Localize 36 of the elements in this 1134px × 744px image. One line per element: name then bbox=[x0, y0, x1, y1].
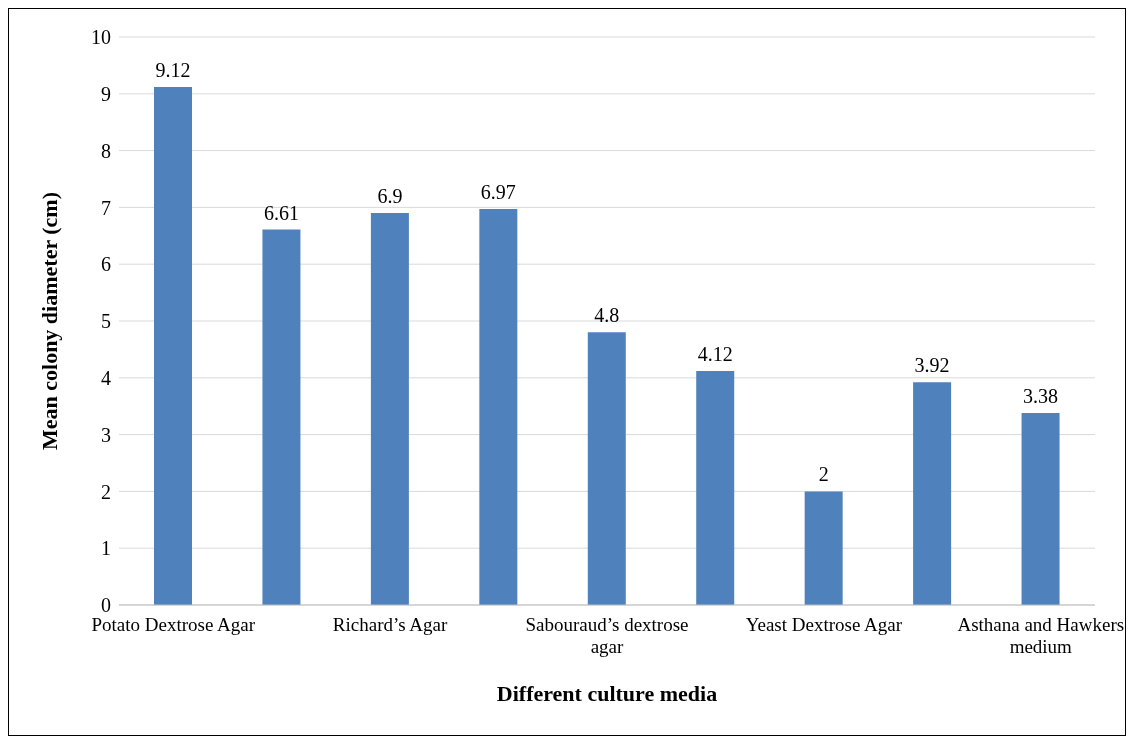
y-tick-label: 8 bbox=[101, 139, 111, 162]
data-label: 6.9 bbox=[377, 185, 403, 208]
x-tick-label: Yeast Dextrose Agar bbox=[745, 614, 903, 635]
data-label: 3.38 bbox=[1023, 385, 1059, 408]
data-label: 6.61 bbox=[263, 201, 299, 224]
bar bbox=[262, 229, 301, 605]
data-label: 9.12 bbox=[155, 58, 191, 81]
y-tick-label: 9 bbox=[101, 82, 111, 105]
y-tick-label: 6 bbox=[101, 253, 111, 276]
x-axis-title: Different culture media bbox=[496, 680, 718, 706]
y-tick-label: 3 bbox=[101, 423, 111, 446]
y-axis-title: Mean colony diameter (cm) bbox=[36, 191, 62, 451]
data-label: 2 bbox=[818, 463, 829, 486]
data-label: 3.92 bbox=[914, 354, 950, 377]
bar bbox=[1021, 413, 1060, 605]
y-tick-label: 0 bbox=[101, 594, 111, 617]
x-tick-label: Sabouraud’s dextrose agar bbox=[525, 614, 689, 657]
bar bbox=[587, 332, 626, 605]
y-tick-label: 1 bbox=[101, 537, 111, 560]
y-tick-label: 10 bbox=[91, 26, 111, 49]
bar bbox=[696, 370, 735, 605]
bar bbox=[913, 382, 952, 605]
y-tick-label: 7 bbox=[101, 196, 111, 219]
bar bbox=[804, 491, 843, 605]
x-tick-label: Asthana and Hawkers medium bbox=[957, 614, 1125, 657]
y-tick-label: 4 bbox=[101, 366, 111, 389]
x-tick-label: Richard’s Agar bbox=[332, 614, 449, 635]
y-tick-label: 2 bbox=[101, 480, 111, 503]
data-label: 4.12 bbox=[697, 342, 733, 365]
data-label: 4.8 bbox=[594, 304, 620, 327]
bar bbox=[479, 209, 518, 605]
y-tick-label: 5 bbox=[101, 310, 111, 333]
x-tick-label: Potato Dextrose Agar bbox=[91, 614, 256, 635]
bar bbox=[154, 86, 192, 605]
bar bbox=[370, 213, 409, 605]
data-label: 6.97 bbox=[480, 181, 516, 204]
